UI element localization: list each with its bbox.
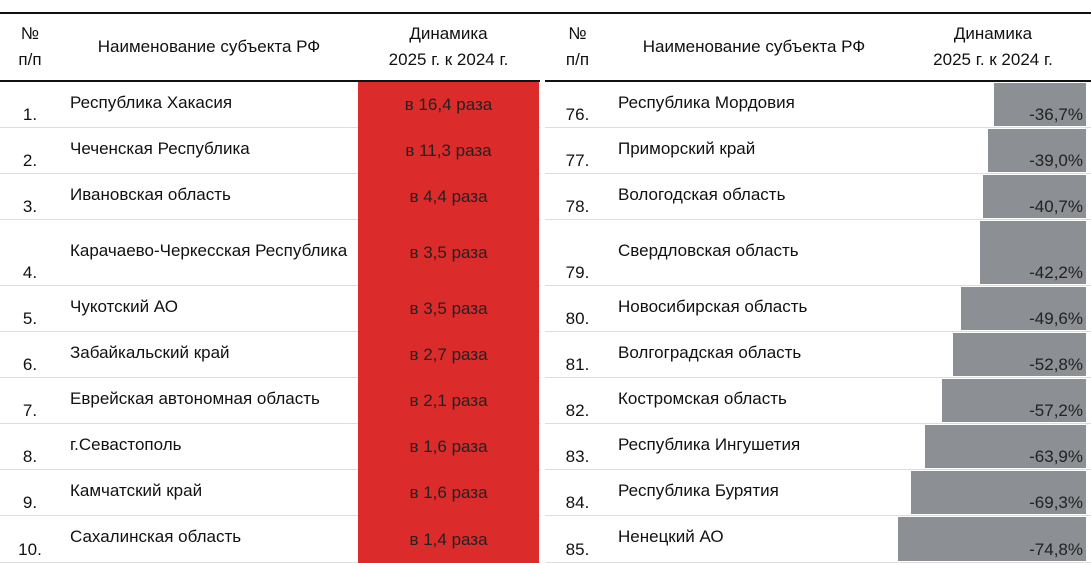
region-name: Свердловская область [618,240,799,260]
decline-bar [911,471,1086,514]
table-row-right: 80. Новосибирская область -49,6% [545,286,1091,332]
table-row-right: 83. Республика Ингушетия -63,9% [545,424,1091,470]
row-number: 82. [565,401,590,420]
row-number: 76. [565,105,590,124]
row-number: 9. [22,493,38,512]
header-rule-left [0,80,540,82]
decline-bar [961,287,1086,330]
row-number: 80. [565,309,590,328]
growth-value: в 2,7 раза [358,332,539,378]
region-name: Еврейская автономная область [70,388,320,408]
header-name-left: Наименование субъекта РФ [97,37,321,56]
region-name: Камчатский край [70,480,203,500]
region-name: Сахалинская область [70,526,242,546]
decline-label: -36,7% [1029,105,1083,124]
decline-bar [980,221,1086,284]
header-num-left: № п/п [18,24,42,69]
decline-label: -42,2% [1029,263,1083,282]
row-number: 85. [565,540,590,559]
header-num-right: № п/п [565,24,590,69]
table-row-left: 10. Сахалинская область в 1,4 раза [0,516,540,563]
growth-value: в 3,5 раза [358,220,539,286]
decline-label: -63,9% [1029,447,1083,466]
growth-value: в 2,1 раза [358,378,539,424]
row-number: 8. [22,447,38,466]
growth-value: в 3,5 раза [358,286,539,332]
table-row-right: 81. Волгоградская область -52,8% [545,332,1091,378]
header-dyn-left: Динамика 2025 г. к 2024 г. [388,24,509,69]
growth-value: в 11,3 раза [358,128,539,174]
growth-value: в 1,4 раза [358,516,539,563]
table-row-left: 4. Карачаево-Черкесская Республика в 3,5 р… [0,220,540,286]
row-number: 2. [22,151,38,170]
decline-bar [898,517,1086,561]
table-row-right: 82. Костромская область -57,2% [545,378,1091,424]
decline-label: -40,7% [1029,197,1083,216]
decline-bar [942,379,1086,422]
region-name: Чеченская Республика [70,138,250,158]
header-rule-right [545,80,1091,82]
row-number: 6. [22,355,38,374]
table-row-right: 78. Вологодская область -40,7% [545,174,1091,220]
region-name: Новосибирская область [618,296,808,316]
decline-label: -52,8% [1029,355,1083,374]
row-number: 83. [565,447,590,466]
decline-bar [994,83,1086,126]
region-name: Чукотский АО [70,296,178,316]
row-number: 79. [565,263,590,282]
header-dyn-right: Динамика 2025 г. к 2024 г. [933,24,1053,69]
region-name: Республика Мордовия [618,92,795,112]
row-number: 5. [22,309,38,328]
decline-label: -57,2% [1029,401,1083,420]
table-row-left: 2. Чеченская Республика в 11,3 раза [0,128,540,174]
region-name: г.Севастополь [70,434,182,454]
region-name: Республика Бурятия [618,480,779,500]
row-number: 10. [18,540,42,559]
row-number: 78. [565,197,590,216]
decline-bar [983,175,1086,218]
decline-label: -39,0% [1029,151,1083,170]
table-row-right: 76. Республика Мордовия -36,7% [545,82,1091,128]
table-row-right: 77. Приморский край -39,0% [545,128,1091,174]
table-row-left: 6. Забайкальский край в 2,7 раза [0,332,540,378]
table-row-left: 5. Чукотский АО в 3,5 раза [0,286,540,332]
growth-value: в 4,4 раза [358,174,539,220]
table-row-right: 85. Ненецкий АО -74,8% [545,516,1091,563]
decline-bar [925,425,1086,468]
table-row-right: 79. Свердловская область -42,2% [545,220,1091,286]
decline-bar [988,129,1086,172]
row-number: 77. [565,151,590,170]
row-number: 1. [22,105,38,124]
region-name: Костромская область [618,388,787,408]
table-row-left: 3. Ивановская область в 4,4 раза [0,174,540,220]
table-row-left: 9. Камчатский край в 1,6 раза [0,470,540,516]
growth-value: в 1,6 раза [358,470,539,516]
region-name: Карачаево-Черкесская Республика [70,240,348,260]
row-number: 81. [565,355,590,374]
region-name: Республика Ингушетия [618,434,801,454]
table-row-left: 1. Республика Хакасия в 16,4 раза [0,82,540,128]
row-number: 7. [22,401,38,420]
region-name: Ивановская область [70,184,231,204]
decline-label: -49,6% [1029,309,1083,328]
region-name: Волгоградская область [618,342,802,362]
decline-label: -74,8% [1029,540,1083,559]
decline-bar [953,333,1086,376]
row-number: 4. [22,263,38,282]
row-number: 84. [565,493,590,512]
region-name: Республика Хакасия [70,92,233,112]
growth-value: в 1,6 раза [358,424,539,470]
region-name: Приморский край [618,138,756,158]
table-row-left: 8. г.Севастополь в 1,6 раза [0,424,540,470]
decline-label: -69,3% [1029,493,1083,512]
table-row-right: 84. Республика Бурятия -69,3% [545,470,1091,516]
row-number: 3. [22,197,38,216]
top-rule [0,12,1091,14]
header-name-right: Наименование субъекта РФ [642,37,866,56]
region-name: Забайкальский край [70,342,230,362]
region-name: Ненецкий АО [618,526,724,546]
region-name: Вологодская область [618,184,786,204]
growth-value: в 16,4 раза [358,82,539,128]
table-row-left: 7. Еврейская автономная область в 2,1 раза [0,378,540,424]
